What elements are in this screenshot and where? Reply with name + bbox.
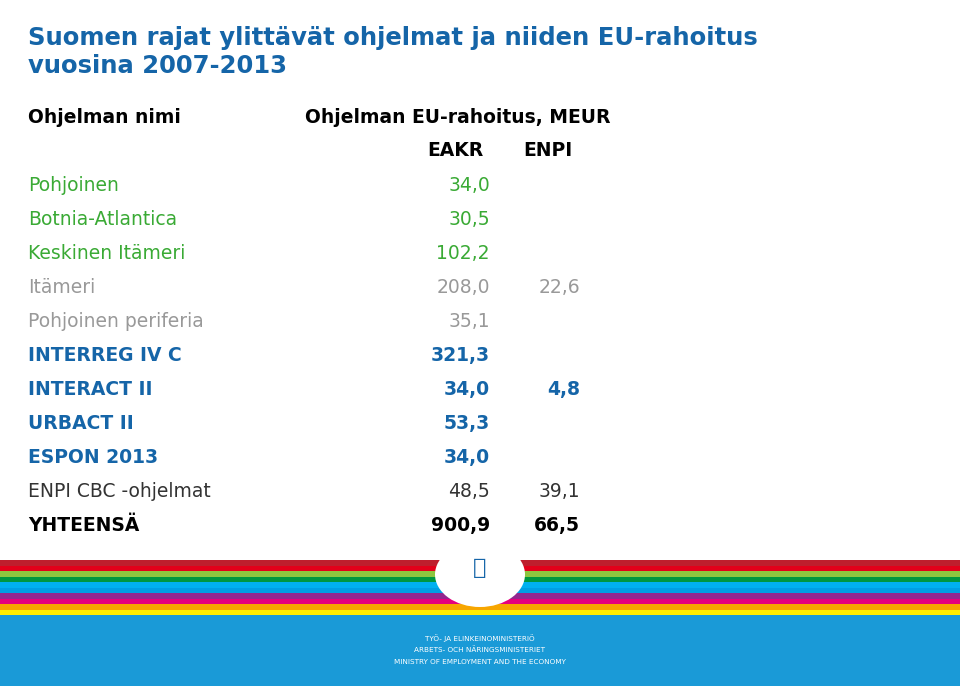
Bar: [0, 609, 960, 615]
Bar: [0, 576, 960, 582]
Text: 208,0: 208,0: [437, 278, 490, 297]
Bar: [0, 615, 960, 686]
Bar: [0, 587, 960, 593]
Text: Botnia-Atlantica: Botnia-Atlantica: [28, 210, 178, 229]
Text: 66,5: 66,5: [534, 516, 580, 535]
Text: vuosina 2007-2013: vuosina 2007-2013: [28, 54, 287, 78]
Text: Suomen rajat ylittävät ohjelmat ja niiden EU-rahoitus: Suomen rajat ylittävät ohjelmat ja niide…: [28, 26, 757, 50]
Text: 900,9: 900,9: [431, 516, 490, 535]
Text: INTERREG IV C: INTERREG IV C: [28, 346, 181, 365]
Text: 4,8: 4,8: [547, 380, 580, 399]
Text: ENPI CBC -ohjelmat: ENPI CBC -ohjelmat: [28, 482, 211, 501]
Text: 321,3: 321,3: [431, 346, 490, 365]
Bar: [0, 604, 960, 609]
Text: ENPI: ENPI: [523, 141, 572, 160]
Text: 102,2: 102,2: [437, 244, 490, 263]
Text: YHTEENSÄ: YHTEENSÄ: [28, 516, 139, 535]
Text: URBACT II: URBACT II: [28, 414, 133, 433]
Text: 22,6: 22,6: [539, 278, 580, 297]
Ellipse shape: [435, 542, 525, 607]
Text: 🦁: 🦁: [473, 558, 487, 578]
Text: Ohjelman EU-rahoitus, MEUR: Ohjelman EU-rahoitus, MEUR: [305, 108, 611, 127]
Text: INTERACT II: INTERACT II: [28, 380, 153, 399]
Text: 53,3: 53,3: [444, 414, 490, 433]
Text: 30,5: 30,5: [448, 210, 490, 229]
Text: Itämeri: Itämeri: [28, 278, 95, 297]
Text: Ohjelman nimi: Ohjelman nimi: [28, 108, 180, 127]
Bar: [0, 598, 960, 604]
Text: 35,1: 35,1: [448, 312, 490, 331]
Text: 39,1: 39,1: [539, 482, 580, 501]
Bar: [0, 593, 960, 598]
Text: MINISTRY OF EMPLOYMENT AND THE ECONOMY: MINISTRY OF EMPLOYMENT AND THE ECONOMY: [394, 659, 566, 665]
Text: Pohjoinen periferia: Pohjoinen periferia: [28, 312, 204, 331]
Bar: [0, 565, 960, 571]
Text: EAKR: EAKR: [427, 141, 483, 160]
Text: 48,5: 48,5: [448, 482, 490, 501]
Text: 34,0: 34,0: [444, 448, 490, 467]
Text: Keskinen Itämeri: Keskinen Itämeri: [28, 244, 185, 263]
Bar: [0, 560, 960, 565]
Text: Pohjoinen: Pohjoinen: [28, 176, 119, 195]
Bar: [0, 571, 960, 576]
Text: TYÖ- JA ELINKEINOMINISTERIÖ: TYÖ- JA ELINKEINOMINISTERIÖ: [425, 634, 535, 642]
Text: ESPON 2013: ESPON 2013: [28, 448, 158, 467]
Text: 34,0: 34,0: [444, 380, 490, 399]
Text: 34,0: 34,0: [448, 176, 490, 195]
Bar: [0, 0, 960, 560]
Bar: [0, 582, 960, 587]
Text: ARBETS- OCH NÄRINGSMINISTERIET: ARBETS- OCH NÄRINGSMINISTERIET: [415, 647, 545, 654]
